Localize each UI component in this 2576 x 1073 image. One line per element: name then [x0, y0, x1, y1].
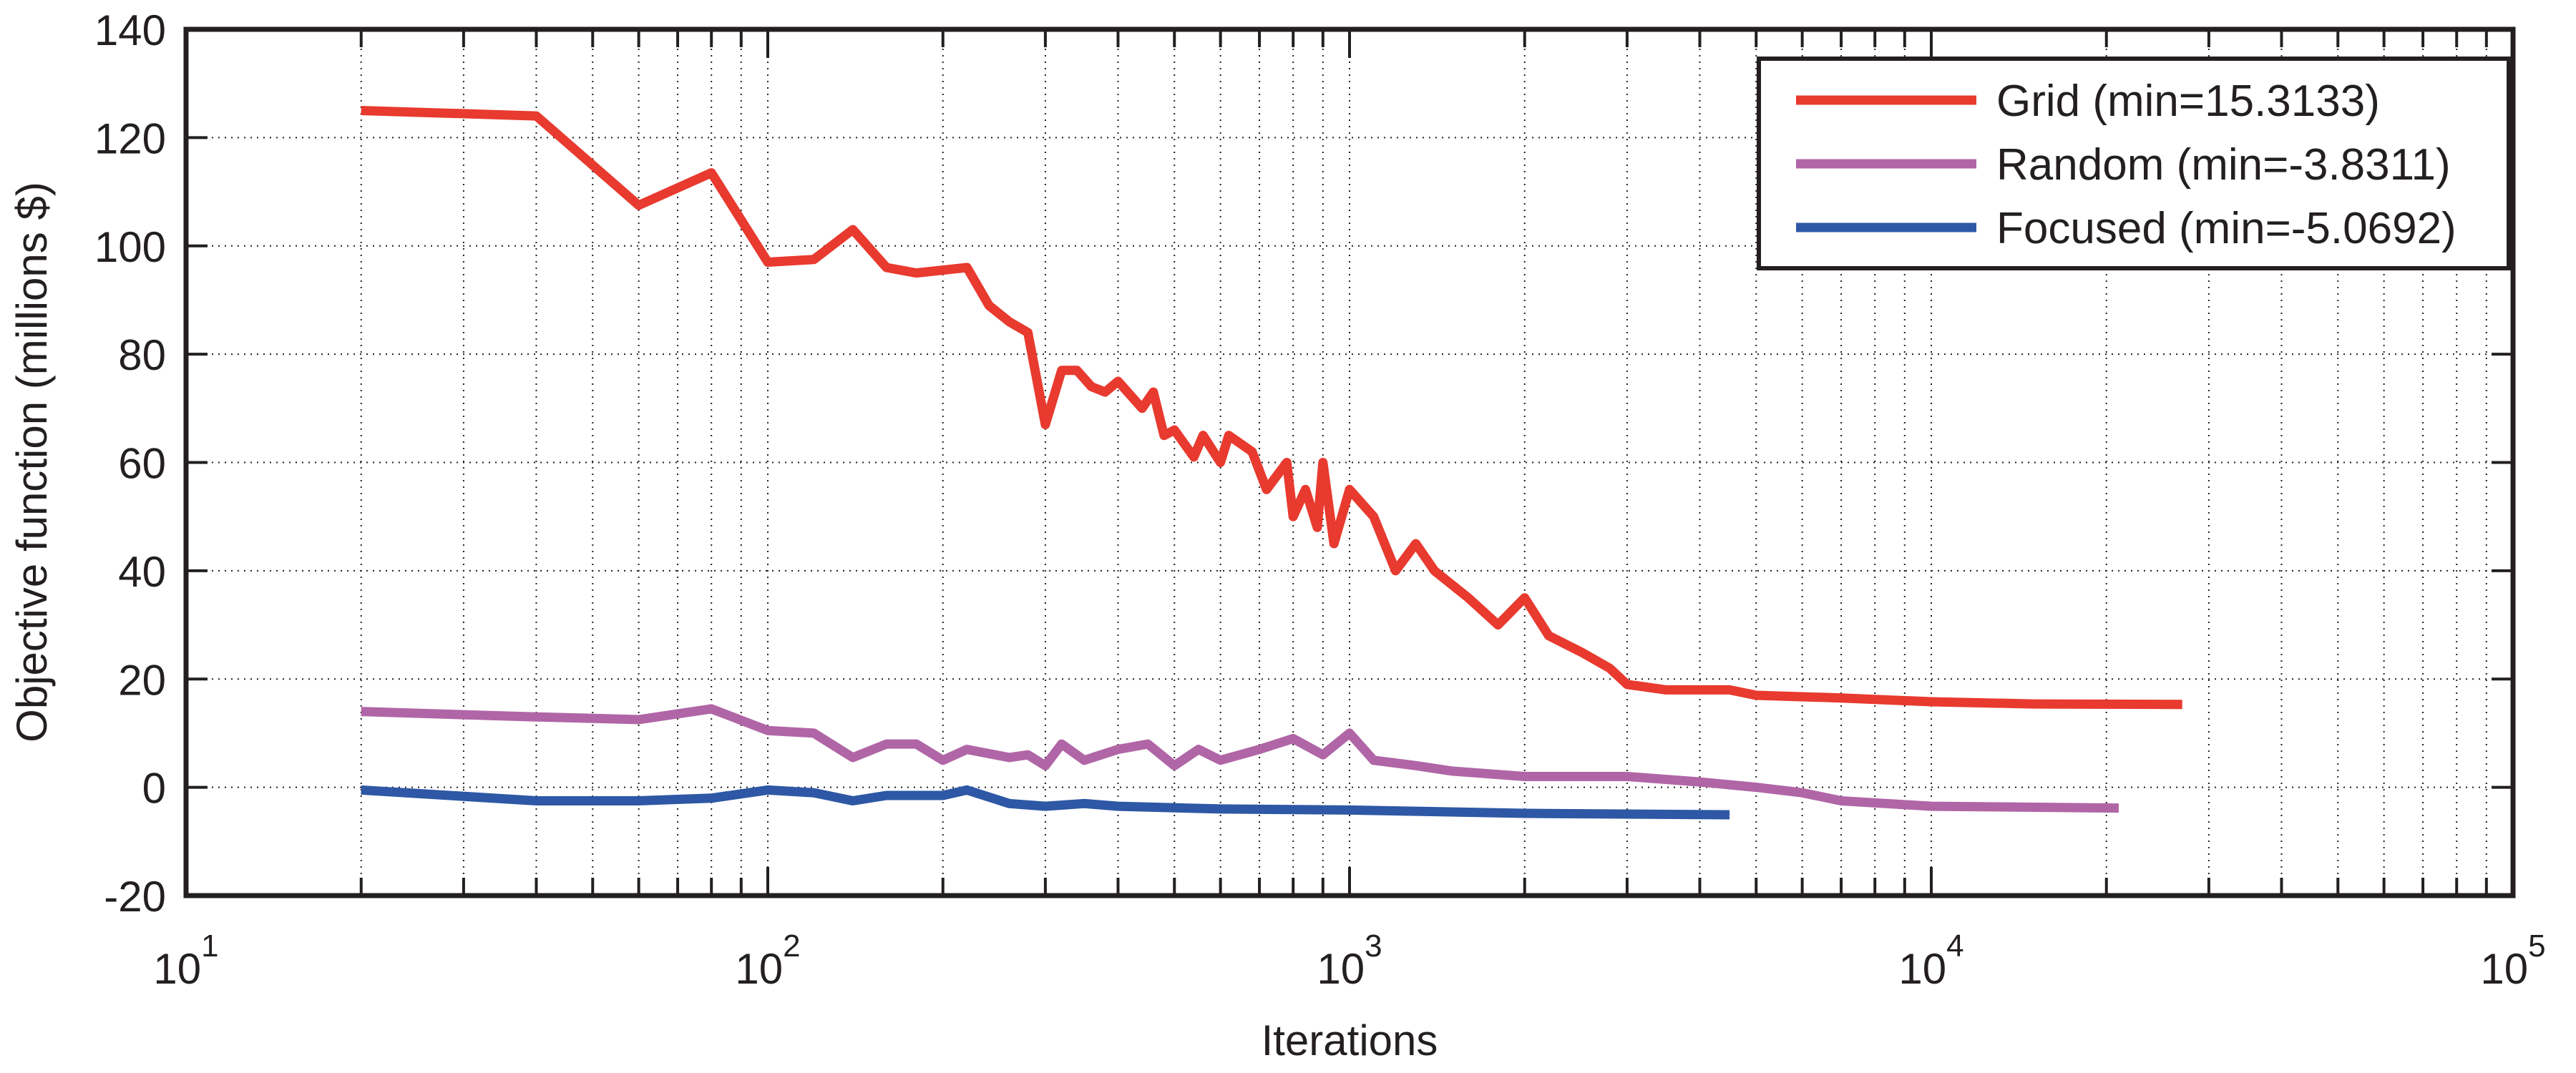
y-axis-label: Objective function (millions $): [8, 182, 56, 743]
x-tick-label: 104: [1898, 929, 1963, 993]
x-axis-label: Iterations: [1262, 1016, 1438, 1064]
legend-label-focused: Focused (min=-5.0692): [1996, 204, 2457, 253]
y-tick-label: 60: [118, 440, 166, 488]
x-tick-label: 102: [735, 929, 800, 993]
x-tick-label: 101: [153, 929, 218, 993]
y-tick-label: 100: [94, 223, 166, 271]
axis-ticks: [185, 28, 2513, 897]
y-tick-label: 20: [118, 656, 166, 704]
y-tick-label: 40: [118, 548, 166, 596]
series-line-random: [361, 704, 2119, 813]
y-tick-label: 0: [142, 765, 166, 813]
y-tick-label: -20: [104, 873, 166, 921]
legend-label-grid: Grid (min=15.3133): [1996, 77, 2380, 126]
legend: Grid (min=15.3133) Random (min=-3.8311) …: [1757, 57, 2511, 270]
x-tick-label: 103: [1317, 929, 1382, 993]
series-lines: [361, 106, 2182, 820]
series-line-focused: [361, 785, 1730, 820]
y-tick-label: 140: [94, 6, 166, 54]
series-line-grid: [361, 106, 2182, 710]
y-tick-label: 120: [94, 114, 166, 162]
tick-labels: 101 102 103 104 105 -20 0 20 40 60 80 100 120 140: [94, 6, 2546, 993]
legend-label-random: Random (min=-3.8311): [1996, 140, 2451, 190]
x-tick-label: 105: [2480, 929, 2545, 993]
y-tick-label: 80: [118, 331, 166, 379]
